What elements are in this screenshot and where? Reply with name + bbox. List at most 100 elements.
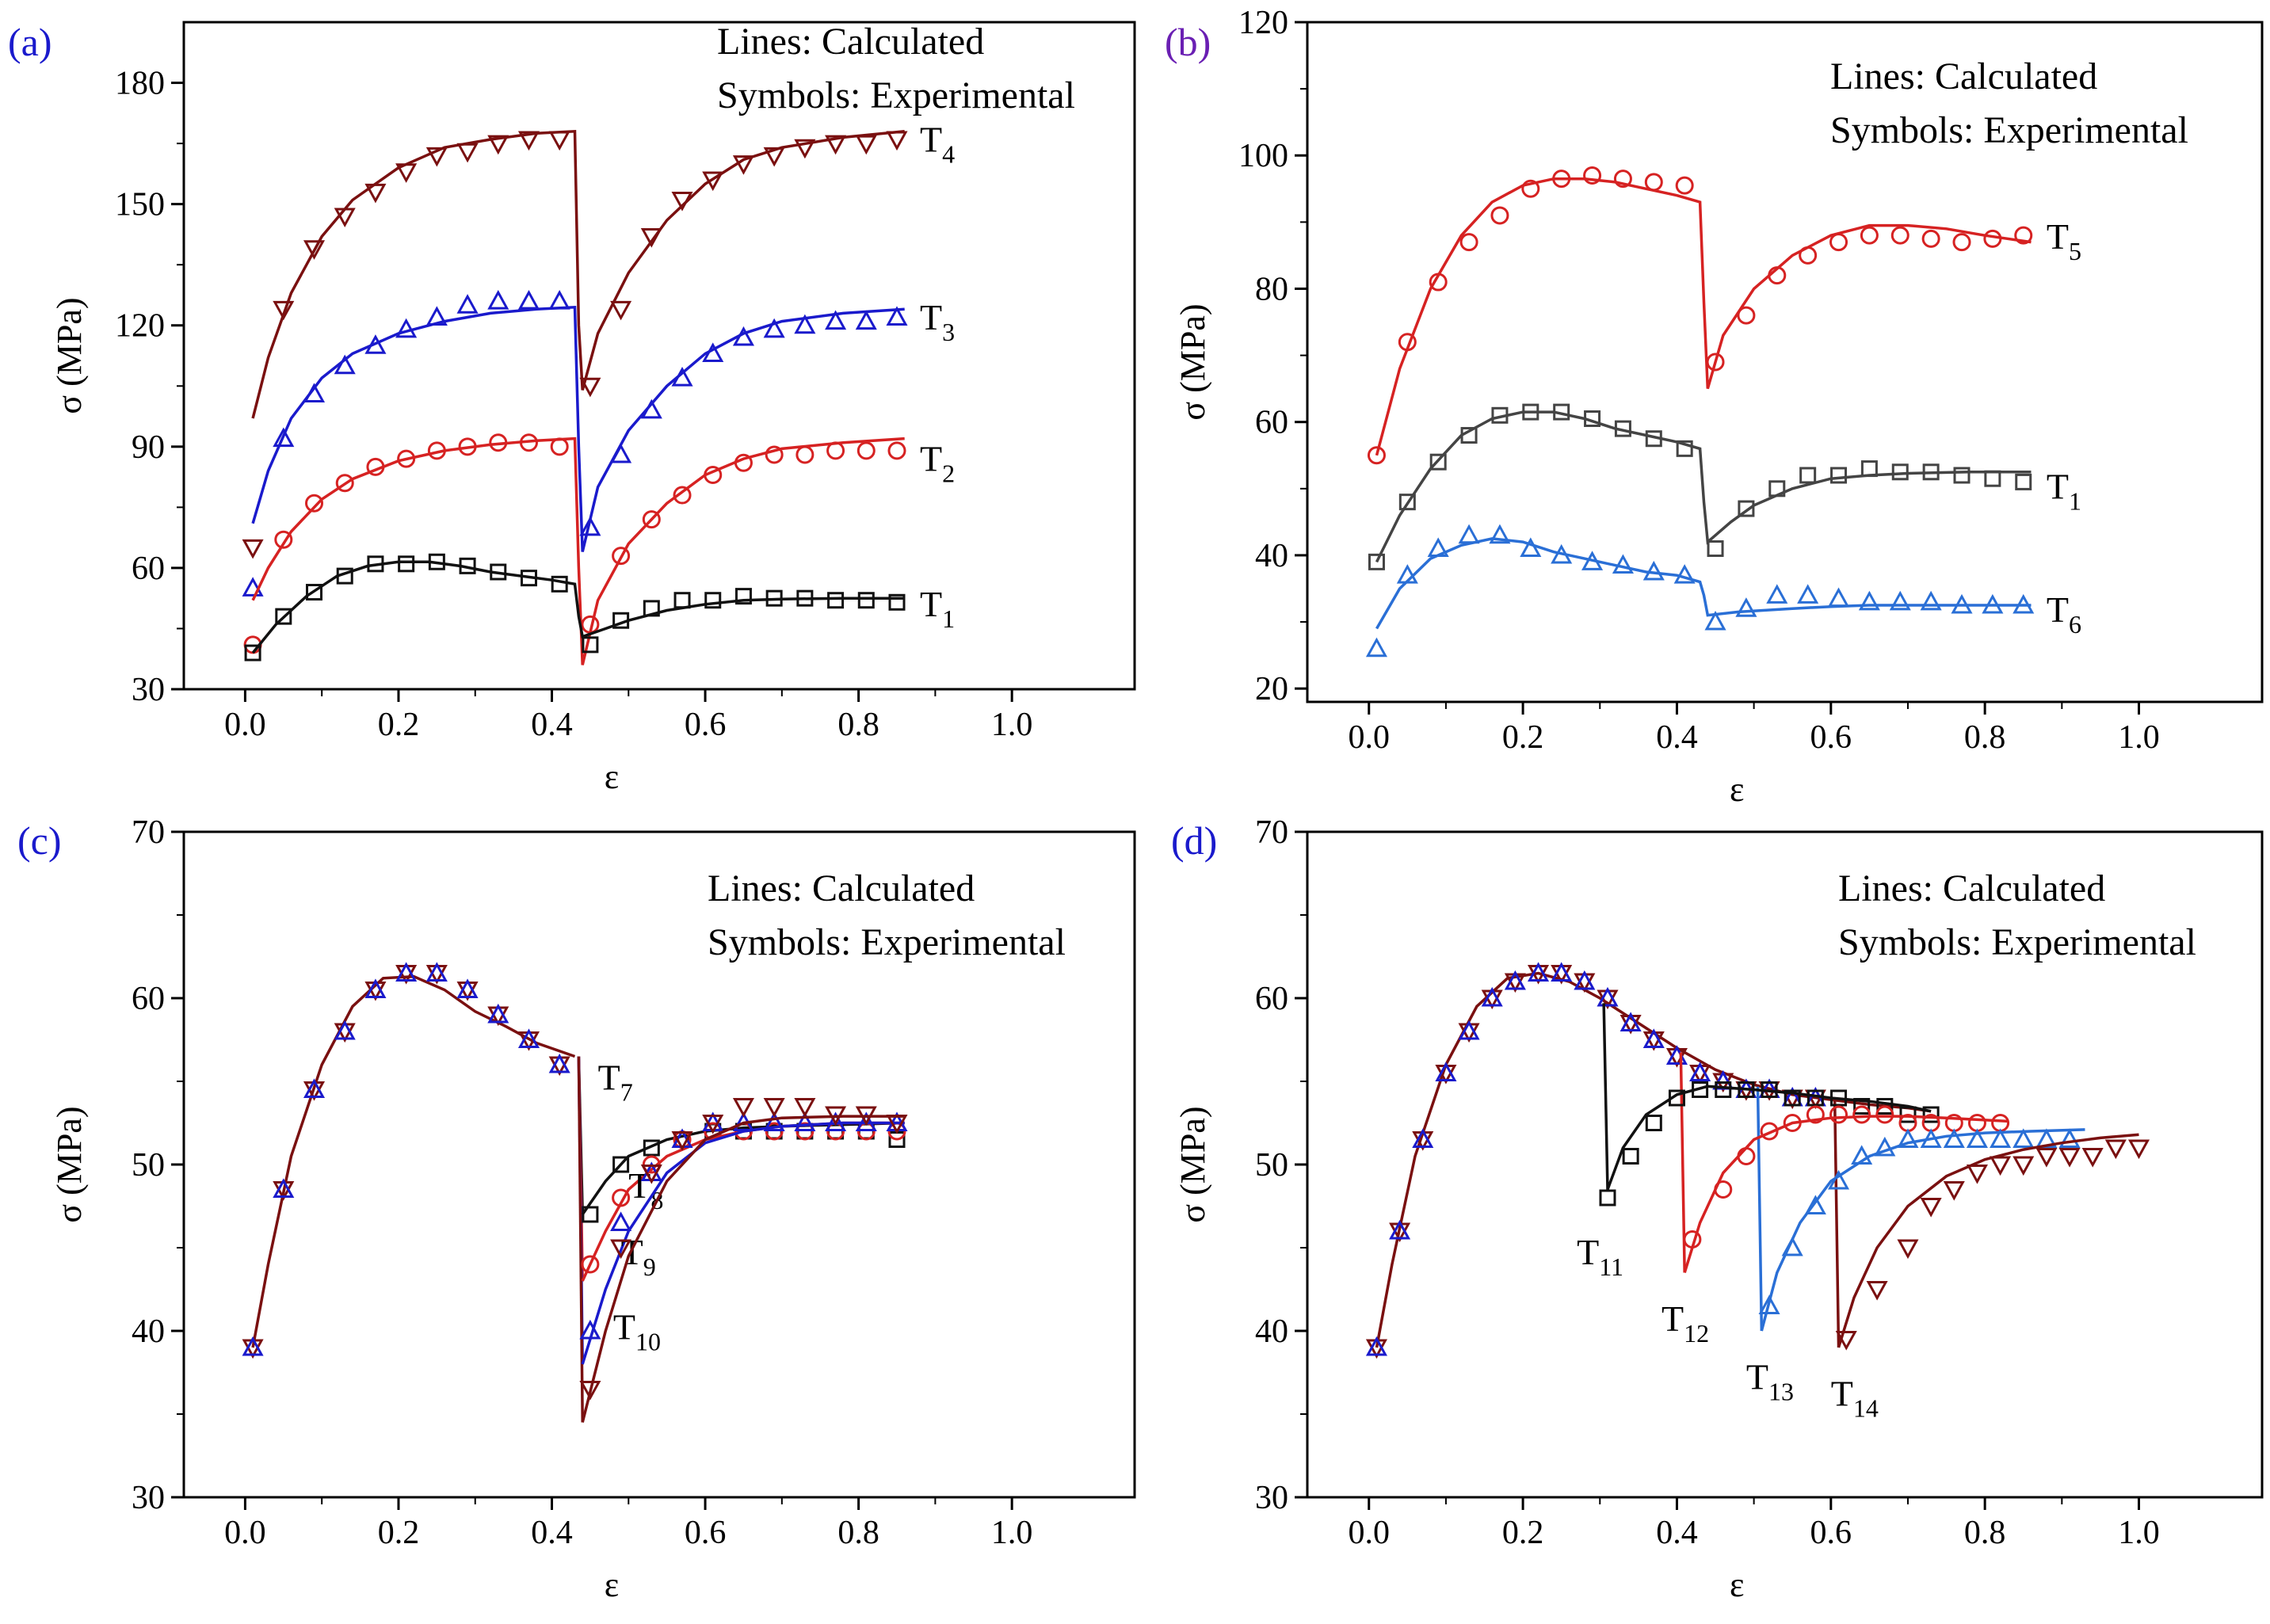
data-point [336, 567, 353, 585]
data-point [242, 539, 264, 559]
unload-drop-line [577, 1056, 584, 1423]
x-tick-label: 0.8 [1964, 1515, 2006, 1551]
y-axis-title: σ (MPa) [1173, 303, 1212, 420]
unload-drop-line [1756, 1086, 1764, 1332]
data-point [1481, 986, 1503, 1007]
chart-panel-0: 0.0 0.2 0.4 0.6 0.8 1.0 30 60 90 120 150 180 ε σ (MPa… [8, 20, 1136, 796]
curve-label-subscript: 13 [1768, 1378, 1794, 1406]
data-point [1398, 494, 1416, 511]
data-point [425, 147, 448, 167]
data-point [1429, 273, 1448, 292]
data-point [425, 306, 448, 326]
calculated-line [1375, 177, 2032, 456]
data-point [796, 589, 814, 607]
data-point [366, 457, 385, 476]
data-point [1829, 1105, 1848, 1124]
data-point [1891, 463, 1909, 481]
data-point [1735, 597, 1757, 617]
data-point [364, 183, 387, 204]
data-point [1766, 584, 1788, 604]
x-tick-label: 0.0 [1348, 1515, 1390, 1551]
data-point [610, 443, 632, 463]
data-point [367, 555, 384, 573]
data-point [1858, 590, 1880, 611]
calculated-line [1760, 1128, 2085, 1332]
data-point [855, 1111, 877, 1131]
data-point [334, 208, 356, 228]
data-point [274, 530, 293, 549]
data-point [1889, 590, 1911, 611]
x-tick-label: 0.6 [685, 1515, 727, 1551]
data-point [1489, 524, 1511, 544]
data-point [1866, 1281, 1888, 1301]
x-tick-label: 1.0 [2118, 719, 2160, 756]
data-point [1683, 1230, 1702, 1248]
data-point [1614, 420, 1631, 437]
data-point [671, 192, 693, 212]
data-point [1553, 403, 1570, 421]
data-point [1676, 440, 1693, 457]
data-point [610, 1211, 632, 1231]
data-point [1784, 1089, 1801, 1107]
data-point [364, 978, 387, 998]
data-point [1689, 1062, 1711, 1081]
data-point [1412, 1128, 1434, 1148]
data-point [734, 588, 752, 605]
y-tick-label: 80 [1255, 271, 1288, 307]
data-point [1851, 1145, 1873, 1165]
legend-calculated: Lines: Calculated [717, 21, 984, 63]
data-point [395, 318, 418, 338]
data-point [640, 398, 662, 419]
series-T2: T2 [243, 433, 955, 665]
legend-calculated: Lines: Calculated [1838, 867, 2105, 909]
data-point [1830, 1089, 1848, 1107]
data-point [1768, 266, 1787, 285]
data-point [1398, 333, 1417, 352]
x-tick-label: 0.4 [531, 1515, 573, 1551]
data-point [1806, 1089, 1824, 1107]
panel-label: (c) [17, 818, 62, 863]
data-point [273, 427, 295, 448]
data-point [244, 644, 261, 661]
data-point [673, 486, 692, 505]
data-point [643, 1139, 660, 1157]
curve-label-subscript: 6 [2069, 610, 2081, 639]
data-point [702, 171, 724, 192]
data-point [825, 1106, 847, 1127]
series-T4: T4 [242, 119, 955, 559]
x-tick-label: 0.6 [685, 707, 727, 743]
data-point [1827, 1169, 1850, 1190]
data-point [1367, 446, 1386, 465]
data-point [1673, 564, 1696, 584]
data-point [1874, 1136, 1896, 1157]
data-point [2058, 1148, 2081, 1168]
data-point [2015, 473, 2032, 490]
data-point [305, 494, 324, 513]
data-point [732, 326, 754, 346]
data-point [398, 555, 415, 573]
data-point [704, 592, 722, 609]
data-point [275, 608, 292, 625]
x-tick-label: 0.2 [378, 1515, 420, 1551]
data-point [1799, 246, 1818, 265]
data-point [1365, 1336, 1387, 1356]
data-point [855, 135, 877, 155]
data-point [1675, 176, 1694, 195]
data-point [1692, 1081, 1709, 1098]
legend-experimental: Symbols: Experimental [1830, 109, 2188, 151]
y-tick-label: 50 [1255, 1147, 1288, 1184]
data-point [856, 441, 876, 460]
curve-label-subscript: 1 [2069, 486, 2081, 515]
data-point [428, 553, 445, 570]
y-tick-label: 40 [1255, 1313, 1288, 1350]
data-point [1983, 229, 2002, 248]
data-point [1583, 166, 1602, 185]
data-point [1922, 463, 1940, 481]
data-point [582, 1206, 599, 1223]
data-point [886, 131, 908, 151]
calculated-line [251, 305, 905, 552]
data-point [581, 615, 600, 634]
curve-label: T4 [920, 119, 955, 168]
data-point [1706, 353, 1725, 372]
